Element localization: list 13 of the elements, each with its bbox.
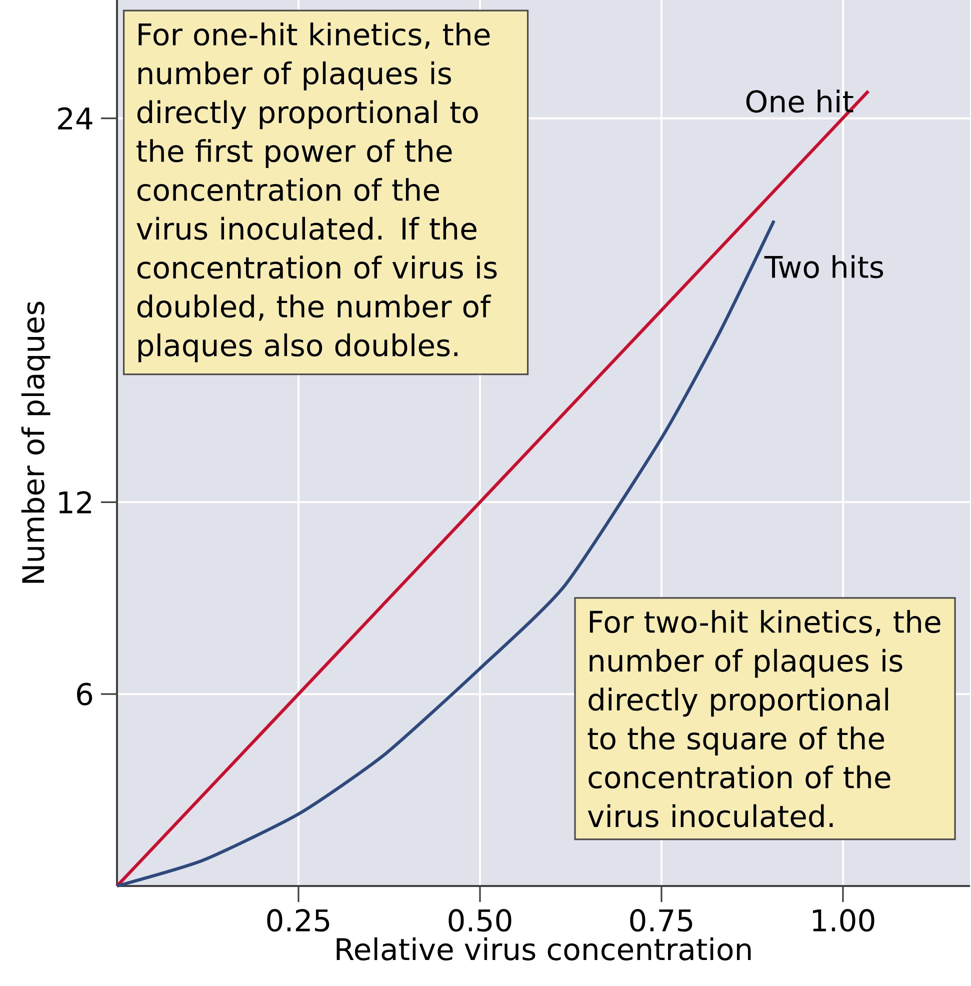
y-tick-label: 24 <box>58 107 92 130</box>
x-tick-label: 0.25 <box>267 909 330 932</box>
x-tick-label: 0.50 <box>448 909 512 932</box>
y-axis-title: Number of plaques <box>21 302 50 583</box>
y-tick-label: 6 <box>77 682 92 706</box>
series-label: Two hits <box>764 255 884 278</box>
series-label: One hit <box>746 90 854 113</box>
annotation: For two-hit kinetics, the number of plaques is directly proportional to the square of the concentration of the virus inoculated. <box>588 610 940 828</box>
x-axis-title: Relative virus concentration <box>336 937 751 960</box>
x-tick-label: 0.75 <box>630 909 692 932</box>
text: For one-hit kinetics, the number of plaques is directly proportional to the first power of the concentration of the virus inoculated. If the concentration of virus is doubled, the number of plaques also doubles. <box>136 22 497 362</box>
x-tick-label: 1.00 <box>812 909 874 932</box>
y-tick-label: 12 <box>59 491 91 514</box>
